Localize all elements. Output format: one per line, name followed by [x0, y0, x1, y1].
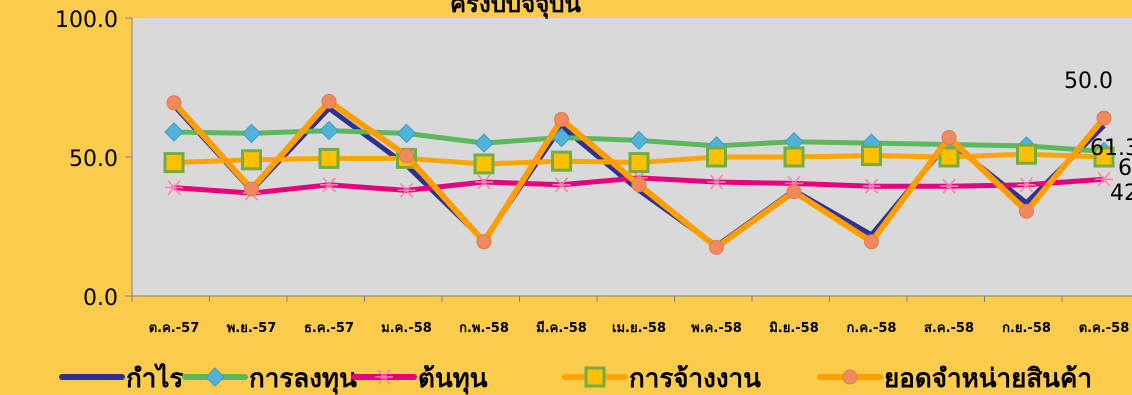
y-tick-label: 100.0	[55, 8, 118, 33]
data-point-diamond	[474, 133, 494, 153]
asterisk-stroke	[399, 182, 414, 198]
data-point-asterisk	[375, 369, 393, 385]
x-tick-label: ก.ย.-58	[1002, 321, 1051, 336]
data-point-diamond	[241, 123, 262, 144]
data-label: 61.3	[1090, 136, 1132, 161]
x-tick-label: ม.ค.-58	[381, 321, 432, 336]
data-point-square	[1093, 146, 1115, 168]
x-tick-label: ต.ค.-57	[149, 321, 200, 336]
data-point-circle	[166, 95, 182, 111]
data-point-asterisk	[552, 177, 571, 193]
asterisk-stroke	[322, 177, 336, 193]
data-point-square	[584, 366, 606, 388]
asterisk-stroke	[1097, 171, 1111, 187]
data-point-square	[473, 153, 495, 175]
legend-label: กำไร	[126, 362, 183, 394]
data-point-square	[318, 147, 340, 169]
legend-item-1: การลงทุน	[182, 364, 357, 395]
x-tick-label: ส.ค.-58	[924, 321, 974, 336]
data-point-circle	[321, 93, 337, 109]
data-point-asterisk	[165, 180, 183, 196]
legend-item-2: ต้นทุน	[351, 364, 488, 395]
data-point-square	[706, 146, 727, 168]
asterisk-stroke	[864, 178, 879, 194]
data-point-asterisk	[320, 177, 338, 193]
data-point-circle	[244, 181, 259, 197]
data-point-square	[628, 152, 650, 174]
data-point-square	[163, 152, 185, 174]
series-4	[166, 93, 1112, 255]
x-tick-label: ต.ค.-58	[1079, 321, 1130, 336]
x-tick-label: มี.ค.-58	[536, 320, 587, 336]
legend-label: ยอดจำหน่ายสินค้า	[884, 364, 1092, 394]
asterisk-stroke	[942, 178, 956, 194]
data-label: 50.0	[1064, 69, 1113, 94]
asterisk-stroke	[709, 174, 724, 190]
asterisk-stroke	[1019, 177, 1034, 193]
data-point-square	[551, 150, 572, 172]
legend-item-4: ยอดจำหน่ายสินค้า	[817, 364, 1092, 394]
data-point-asterisk	[940, 178, 958, 194]
data-point-circle	[476, 234, 492, 250]
data-point-square	[938, 146, 960, 168]
data-point-asterisk	[475, 174, 493, 190]
data-point-circle	[842, 369, 858, 385]
legend-label: การจ้างงาน	[629, 364, 761, 394]
legend-label: การลงทุน	[249, 364, 357, 395]
data-point-circle	[786, 184, 802, 200]
x-tick-label: เม.ย.-58	[612, 321, 666, 336]
data-point-circle	[399, 148, 414, 164]
x-tick-label: มิ.ย.-58	[769, 321, 819, 336]
data-point-diamond	[205, 367, 225, 387]
data-point-diamond	[396, 123, 417, 144]
y-tick-label: 0.0	[83, 286, 118, 311]
data-label: 42	[1110, 181, 1132, 206]
x-tick-label: ก.ค.-58	[847, 321, 897, 336]
data-point-circle	[554, 111, 569, 127]
x-tick-label: พ.ย.-57	[227, 321, 277, 336]
data-label: 6	[1118, 156, 1132, 181]
data-point-square	[1016, 143, 1037, 165]
data-point-circle	[709, 239, 724, 255]
data-point-square	[783, 146, 805, 168]
asterisk-stroke	[167, 180, 181, 196]
data-point-asterisk	[707, 174, 726, 190]
data-point-circle	[864, 234, 879, 250]
data-point-asterisk	[1017, 177, 1036, 193]
series-3	[163, 143, 1115, 175]
data-point-circle	[1019, 203, 1034, 219]
x-tick-label: ก.พ.-58	[459, 321, 509, 336]
data-point-asterisk	[397, 182, 416, 198]
y-tick-label: 50.0	[69, 147, 118, 172]
x-tick-label: ธ.ค.-57	[304, 321, 354, 336]
data-point-asterisk	[1095, 171, 1113, 187]
x-tick-label: พ.ค.-58	[691, 321, 742, 336]
data-point-asterisk	[862, 178, 881, 194]
asterisk-stroke	[377, 369, 391, 385]
legend-label: ต้นทุน	[418, 364, 488, 395]
data-point-diamond	[319, 120, 339, 141]
asterisk-stroke	[477, 174, 491, 190]
asterisk-stroke	[554, 177, 569, 193]
data-point-circle	[1096, 110, 1112, 126]
legend-item-3: การจ้างงาน	[562, 364, 761, 394]
data-point-square	[861, 145, 882, 167]
data-point-circle	[631, 177, 647, 193]
data-point-circle	[941, 130, 957, 146]
chart-title: ครึ่งปีบัจจุบัน	[450, 0, 581, 18]
data-point-square	[241, 149, 262, 171]
legend-item-0: กำไร	[59, 362, 183, 394]
data-point-diamond	[164, 122, 184, 142]
data-point-diamond	[629, 130, 649, 151]
